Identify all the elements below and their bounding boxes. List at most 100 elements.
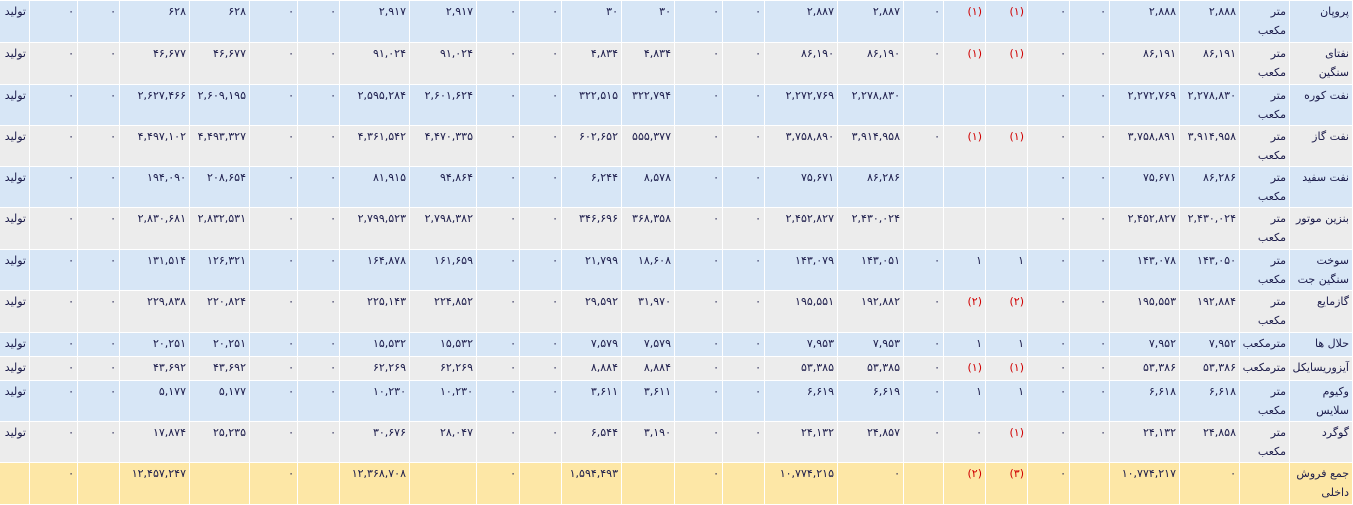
value-cell: ۰ [476, 84, 520, 126]
value-cell: ۱۹۵,۵۵۳ [1109, 290, 1180, 333]
unit-cell: مترمکعب [1239, 332, 1290, 357]
value-cell: ۶,۵۴۴ [561, 421, 622, 463]
value-cell: ۷,۹۵۳ [837, 332, 904, 357]
value-cell: ۲,۹۱۷ [339, 0, 410, 43]
value-cell [519, 462, 562, 505]
value-cell: ۸۶,۱۹۱ [1109, 42, 1180, 85]
value-cell [409, 462, 477, 505]
unit-cell: متر مکعب [1239, 249, 1290, 291]
table-row: گوگرد متر مکعب ۲۴,۸۵۸ ۲۴,۱۳۲ ۰ ۰ (۱) ۰ ۰ ۲۴,۸۵۷ ۲۴… [0, 421, 1353, 463]
value-cell: ۰ [519, 249, 562, 291]
value-cell: ۰ [297, 166, 340, 208]
value-cell: ۰ [722, 290, 765, 333]
value-cell: ۰ [476, 0, 520, 43]
table-row: نفت سفید متر مکعب ۸۶,۲۸۶ ۷۵,۶۷۱ ۰ ۰ ۸۶,۲۸۶ ۷۵,۶… [0, 166, 1353, 208]
value-cell: ۰ [77, 84, 120, 126]
value-cell: ۰ [29, 356, 78, 381]
value-cell: تولید [0, 166, 30, 208]
value-cell: ۰ [1179, 462, 1240, 505]
value-cell: تولید [0, 332, 30, 357]
value-cell: ۰ [1027, 125, 1070, 167]
value-cell: ۰ [519, 207, 562, 250]
value-cell: ۲,۶۲۷,۴۶۶ [119, 84, 190, 126]
value-cell: (۱) [943, 0, 986, 43]
value-cell: ۰ [903, 332, 944, 357]
value-cell: ۱۸,۶۰۸ [621, 249, 675, 291]
value-cell: ۰ [519, 84, 562, 126]
value-cell: ۱۰,۷۷۴,۲۱۷ [1109, 462, 1180, 505]
value-cell: ۰ [77, 332, 120, 357]
value-cell: ۲,۸۸۸ [1109, 0, 1180, 43]
value-cell: (۱) [943, 42, 986, 85]
value-cell: ۲,۲۷۲,۷۶۹ [764, 84, 838, 126]
value-cell: (۲) [943, 462, 986, 505]
value-cell: ۰ [1027, 166, 1070, 208]
value-cell: ۲,۸۸۸ [1179, 0, 1240, 43]
value-cell: ۴۶,۶۷۷ [119, 42, 190, 85]
row-label: نفت گاز [1289, 125, 1353, 167]
value-cell: ۱,۵۹۴,۴۹۳ [561, 462, 622, 505]
value-cell: ۱۵,۵۳۲ [339, 332, 410, 357]
value-cell: ۰ [476, 421, 520, 463]
row-label: جمع فروش داخلی [1289, 462, 1353, 505]
value-cell: ۴۳,۶۹۲ [119, 356, 190, 381]
value-cell [903, 207, 944, 250]
table-row: نفت گاز متر مکعب ۳,۹۱۴,۹۵۸ ۳,۷۵۸,۸۹۱ ۰ ۰ (۱) (۱… [0, 125, 1353, 167]
value-cell: ۰ [29, 421, 78, 463]
value-cell: ۴۶,۶۷۷ [189, 42, 250, 85]
value-cell: ۲۰,۲۵۱ [189, 332, 250, 357]
value-cell: تولید [0, 125, 30, 167]
value-cell: ۰ [674, 207, 723, 250]
value-cell: ۰ [249, 249, 298, 291]
value-cell: ۰ [674, 125, 723, 167]
value-cell: ۲۵,۲۳۵ [189, 421, 250, 463]
value-cell: ۱۵,۵۳۲ [409, 332, 477, 357]
value-cell: (۱) [985, 421, 1028, 463]
value-cell: ۸,۸۸۴ [621, 356, 675, 381]
value-cell: ۰ [77, 166, 120, 208]
value-cell: ۰ [476, 166, 520, 208]
value-cell: ۲۲۰,۸۲۴ [189, 290, 250, 333]
value-cell: ۰ [297, 249, 340, 291]
value-cell: ۶۰۲,۶۵۲ [561, 125, 622, 167]
value-cell: ۰ [674, 332, 723, 357]
value-cell: ۲۴,۸۵۸ [1179, 421, 1240, 463]
value-cell: ۳,۹۱۴,۹۵۸ [837, 125, 904, 167]
table-row: جمع فروش داخلی ۰ ۱۰,۷۷۴,۲۱۷ ۰ (۳) (۲) ۰ ۱۰,۷۷۴,… [0, 462, 1353, 505]
row-label: حلال ها [1289, 332, 1353, 357]
value-cell: ۲,۹۱۷ [409, 0, 477, 43]
value-cell: ۱۹۵,۵۵۱ [764, 290, 838, 333]
value-cell: ۰ [674, 290, 723, 333]
value-cell: تولید [0, 356, 30, 381]
value-cell: تولید [0, 0, 30, 43]
value-cell: ۱۰,۲۳۰ [409, 380, 477, 422]
value-cell: ۰ [722, 84, 765, 126]
value-cell: (۱) [985, 0, 1028, 43]
value-cell: (۲) [943, 290, 986, 333]
value-cell: ۰ [722, 207, 765, 250]
value-cell: ۷,۹۵۲ [1179, 332, 1240, 357]
value-cell: ۰ [519, 332, 562, 357]
value-cell: ۱۲,۳۶۸,۷۰۸ [339, 462, 410, 505]
value-cell: ۰ [249, 207, 298, 250]
value-cell: ۶۲,۲۶۹ [409, 356, 477, 381]
value-cell: ۰ [249, 125, 298, 167]
value-cell: ۲,۴۵۲,۸۲۷ [1109, 207, 1180, 250]
value-cell: ۰ [1027, 462, 1070, 505]
row-label: گوگرد [1289, 421, 1353, 463]
value-cell: (۳) [985, 462, 1028, 505]
value-cell: ۰ [674, 462, 723, 505]
unit-cell: متر مکعب [1239, 125, 1290, 167]
value-cell: ۰ [297, 380, 340, 422]
value-cell: ۰ [249, 84, 298, 126]
value-cell: ۰ [249, 166, 298, 208]
value-cell [943, 84, 986, 126]
value-cell: ۶۲,۲۶۹ [339, 356, 410, 381]
value-cell [297, 462, 340, 505]
value-cell: (۱) [985, 125, 1028, 167]
value-cell: ۲۹,۵۹۲ [561, 290, 622, 333]
value-cell: ۳,۷۵۸,۸۹۱ [1109, 125, 1180, 167]
value-cell: ۰ [476, 332, 520, 357]
value-cell: ۰ [1069, 249, 1110, 291]
unit-cell: متر مکعب [1239, 42, 1290, 85]
